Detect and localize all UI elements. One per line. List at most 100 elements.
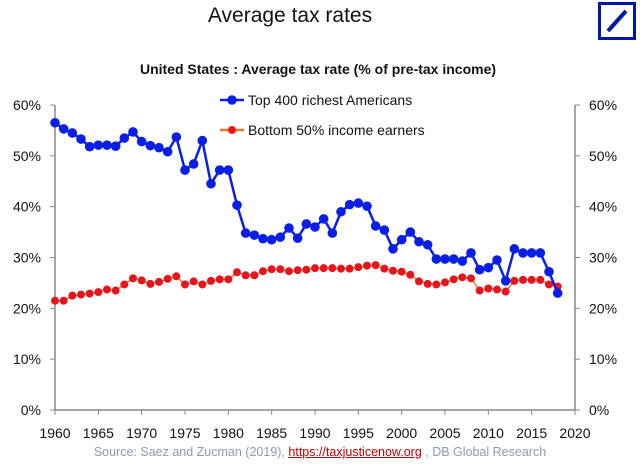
data-point bbox=[93, 140, 104, 150]
source-link[interactable]: https://taxjusticenow.org bbox=[288, 445, 422, 459]
x-tick-label: 2015 bbox=[516, 425, 547, 441]
data-point bbox=[363, 261, 371, 270]
data-point bbox=[484, 284, 493, 293]
data-point bbox=[171, 132, 182, 142]
y-tick-label-right: 0% bbox=[589, 402, 609, 418]
page-title: Average tax rates bbox=[207, 4, 373, 27]
data-point bbox=[68, 291, 77, 300]
data-point bbox=[207, 276, 215, 285]
series-0 bbox=[50, 117, 563, 298]
data-point bbox=[371, 261, 380, 270]
legend-label: Top 400 richest Americans bbox=[248, 92, 412, 108]
data-point bbox=[103, 285, 111, 294]
data-point bbox=[536, 275, 545, 284]
x-tick-label: 1980 bbox=[213, 425, 244, 441]
data-point bbox=[475, 286, 484, 295]
series-1 bbox=[51, 261, 562, 305]
data-point bbox=[172, 272, 181, 281]
data-point bbox=[85, 289, 94, 298]
data-point bbox=[58, 124, 69, 134]
data-point bbox=[198, 280, 207, 289]
y-tick-label-right: 50% bbox=[589, 148, 617, 164]
data-point bbox=[50, 117, 60, 128]
data-point bbox=[492, 255, 502, 265]
data-point bbox=[535, 248, 546, 258]
data-point bbox=[180, 165, 190, 175]
y-tick-label-right: 10% bbox=[589, 351, 617, 367]
data-point bbox=[181, 280, 189, 289]
data-point bbox=[146, 279, 155, 288]
x-tick-label: 2000 bbox=[386, 425, 417, 441]
data-point bbox=[311, 264, 319, 273]
data-point bbox=[441, 278, 449, 287]
data-point bbox=[267, 265, 276, 274]
data-point bbox=[474, 264, 485, 275]
data-point bbox=[77, 290, 85, 299]
data-point bbox=[111, 286, 120, 295]
data-point bbox=[379, 225, 390, 235]
y-tick-label-right: 40% bbox=[589, 199, 617, 215]
data-point bbox=[197, 135, 208, 146]
data-point bbox=[110, 141, 121, 151]
data-point bbox=[318, 214, 329, 224]
data-point bbox=[457, 256, 468, 266]
y-tick-label-left: 50% bbox=[13, 148, 41, 164]
data-point bbox=[59, 296, 68, 305]
data-point bbox=[328, 264, 337, 273]
y-tick-label-left: 10% bbox=[13, 351, 41, 367]
data-point bbox=[94, 288, 103, 297]
y-tick-label-left: 20% bbox=[13, 300, 41, 316]
data-point bbox=[449, 275, 458, 284]
data-point bbox=[336, 206, 346, 217]
data-point bbox=[345, 264, 354, 273]
data-point bbox=[129, 274, 137, 283]
data-point bbox=[240, 228, 251, 238]
y-tick-label-right: 60% bbox=[589, 97, 617, 113]
data-point bbox=[145, 140, 156, 151]
data-point bbox=[509, 244, 520, 254]
data-point bbox=[84, 141, 95, 152]
data-point bbox=[527, 275, 536, 284]
y-tick-label-left: 40% bbox=[13, 199, 41, 215]
data-point bbox=[276, 265, 285, 274]
data-point bbox=[483, 262, 494, 273]
data-point bbox=[545, 280, 553, 289]
source-note: Source: Saez and Zucman (2019), https://… bbox=[0, 445, 640, 459]
x-tick-label: 1965 bbox=[83, 425, 114, 441]
data-point bbox=[250, 271, 259, 280]
data-point bbox=[120, 280, 129, 289]
data-point bbox=[518, 248, 528, 258]
data-point bbox=[353, 198, 364, 208]
data-point bbox=[284, 223, 294, 233]
data-point bbox=[258, 233, 268, 244]
data-point bbox=[552, 288, 563, 298]
data-point bbox=[406, 270, 415, 279]
data-point bbox=[370, 221, 381, 231]
data-point bbox=[344, 199, 355, 210]
legend-marker bbox=[227, 95, 237, 105]
source-suffix: , DB Global Research bbox=[421, 445, 547, 459]
data-point bbox=[189, 277, 198, 286]
data-point bbox=[136, 136, 147, 147]
y-tick-label-left: 0% bbox=[21, 402, 41, 418]
x-tick-label: 1995 bbox=[343, 425, 374, 441]
data-point bbox=[389, 266, 397, 275]
data-point bbox=[137, 276, 146, 285]
x-tick-label: 2010 bbox=[473, 425, 504, 441]
data-point bbox=[500, 276, 511, 286]
data-point bbox=[432, 280, 441, 289]
data-point bbox=[51, 296, 59, 305]
data-point bbox=[232, 200, 242, 210]
data-point bbox=[241, 271, 250, 280]
data-point bbox=[414, 236, 424, 247]
data-point bbox=[458, 273, 467, 282]
data-point bbox=[422, 239, 433, 250]
data-point bbox=[128, 127, 138, 137]
data-point bbox=[310, 222, 320, 232]
data-point bbox=[301, 219, 312, 229]
data-point bbox=[206, 178, 216, 189]
chart: United States : Average tax rate (% of p… bbox=[13, 61, 617, 441]
y-tick-label-left: 60% bbox=[13, 97, 41, 113]
x-tick-label: 2020 bbox=[559, 425, 590, 441]
data-point bbox=[154, 142, 164, 153]
